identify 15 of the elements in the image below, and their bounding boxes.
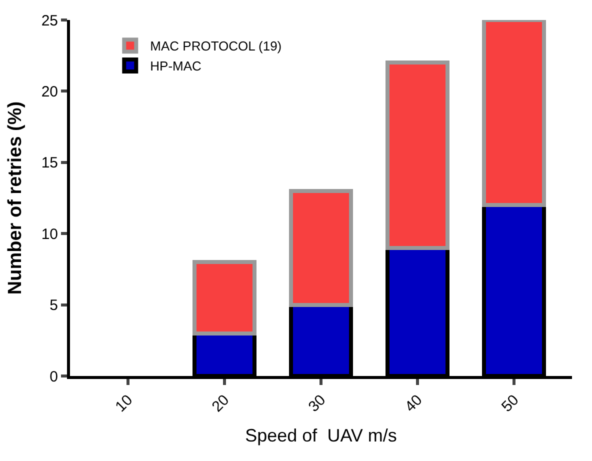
y-tick-label: 15 — [41, 154, 58, 172]
legend-label: HP-MAC — [150, 58, 202, 74]
x-axis-title: Speed of UAV m/s — [245, 426, 397, 446]
y-tick-label: 20 — [41, 83, 58, 100]
y-tick-label: 10 — [41, 226, 58, 243]
x-tick-label: 10 — [112, 392, 136, 416]
y-tick-label: 25 — [41, 12, 58, 30]
x-tick-label: 50 — [498, 392, 522, 416]
x-tick-label: 30 — [305, 392, 330, 416]
y-axis-title: Number of retries (%) — [5, 101, 26, 295]
x-tick-label: 40 — [402, 392, 426, 416]
x-tick-label: 20 — [208, 392, 233, 416]
y-tick-label: 5 — [50, 297, 58, 314]
legend-label: MAC PROTOCOL (19) — [150, 38, 282, 54]
y-tick-label: 0 — [50, 368, 58, 386]
